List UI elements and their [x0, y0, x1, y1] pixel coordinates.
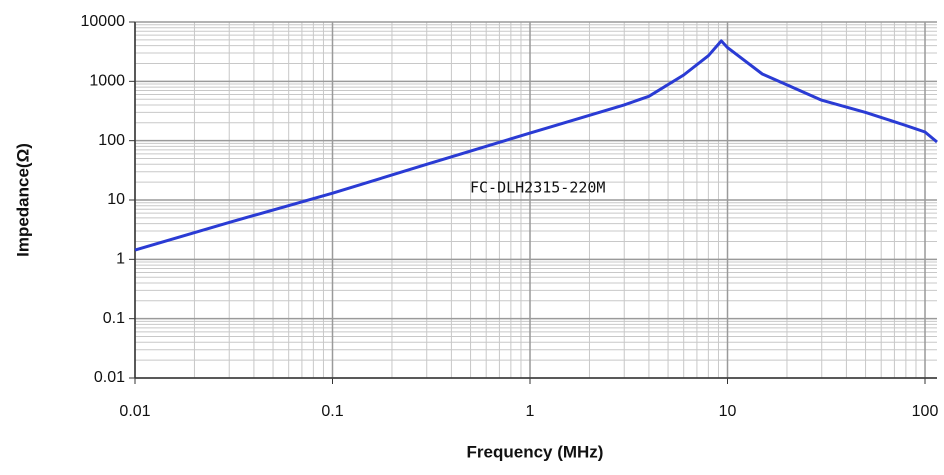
y-tick-label: 1000	[89, 73, 125, 90]
y-axis-label: Impedance(Ω)	[13, 143, 32, 257]
x-tick-label: 1	[526, 403, 535, 420]
y-tick-label: 10	[107, 191, 125, 208]
x-axis-label: Frequency (MHz)	[467, 442, 604, 461]
y-tick-label: 0.1	[103, 310, 125, 327]
y-tick-label: 0.01	[94, 369, 125, 386]
x-tick-label: 0.1	[321, 403, 343, 420]
y-tick-label: 10000	[81, 13, 126, 30]
x-tick-label: 10	[719, 403, 737, 420]
annotation: FC-DLH2315-220M	[470, 179, 605, 197]
x-tick-label: 0.01	[119, 403, 150, 420]
y-tick-label: 1	[116, 251, 125, 268]
line	[134, 39, 938, 252]
x-tick-label: 100	[912, 403, 939, 420]
y-tick-label: 100	[98, 132, 125, 149]
